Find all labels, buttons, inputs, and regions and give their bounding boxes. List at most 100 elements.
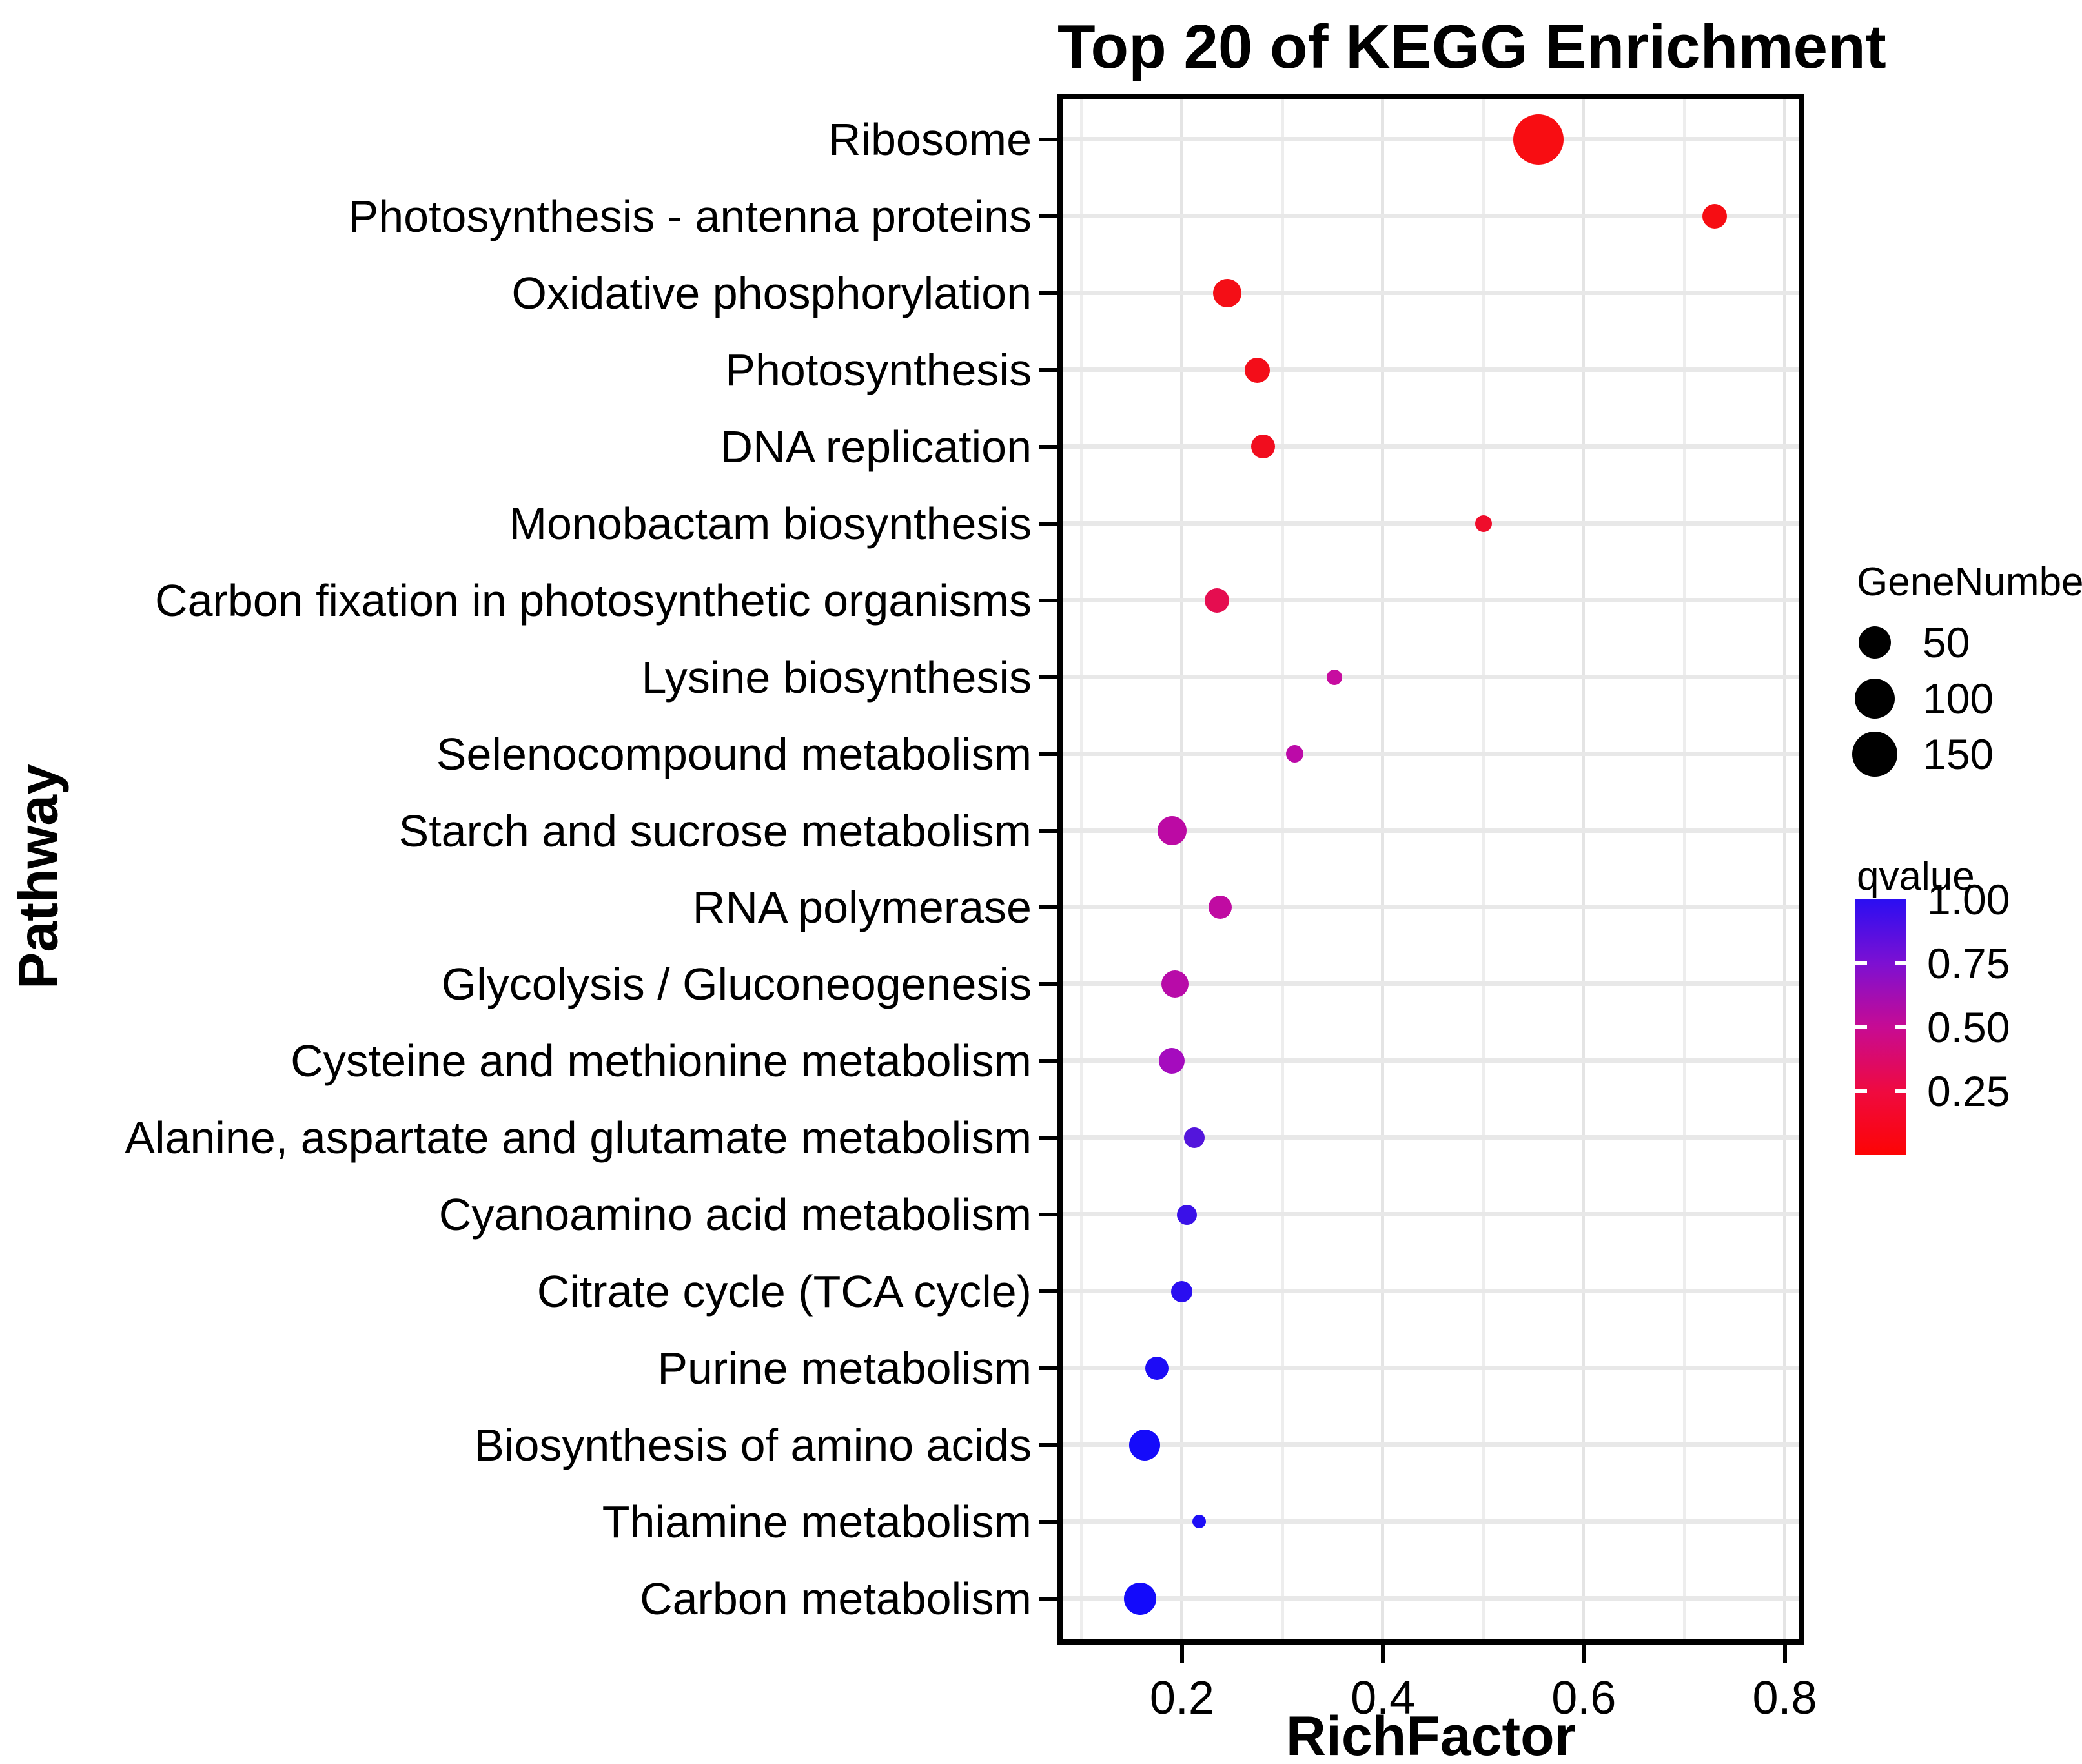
y-axis-title: Pathway [7, 764, 70, 989]
row-gridline [1063, 291, 1799, 296]
colorbar-tick [1895, 1089, 1906, 1093]
y-axis-tick [1039, 1519, 1057, 1524]
legend-color-value: 0.25 [1927, 1067, 2010, 1115]
data-point [1183, 1127, 1205, 1149]
y-axis-tick [1039, 291, 1057, 296]
x-gridline-minor [1682, 99, 1686, 1639]
data-point [1171, 1280, 1193, 1302]
y-axis-label: Lysine biosynthesis [641, 651, 1032, 703]
y-axis-tick [1039, 368, 1057, 373]
y-axis-tick [1039, 982, 1057, 987]
row-gridline [1063, 1212, 1799, 1217]
legend-size-value: 100 [1923, 675, 1994, 723]
legend-color-value: 0.50 [1927, 1003, 2010, 1051]
y-axis-label: Ribosome [828, 114, 1032, 165]
data-point [1145, 1356, 1169, 1380]
row-gridline [1063, 367, 1799, 373]
y-axis-tick [1039, 828, 1057, 833]
data-point [1159, 1048, 1185, 1074]
row-gridline [1063, 137, 1799, 142]
legend-size-circle [1855, 679, 1895, 719]
y-axis-label: Starch and sucrose metabolism [398, 805, 1032, 856]
y-axis-label: Selenocompound metabolism [436, 728, 1032, 779]
y-axis-label: Glycolysis / Gluconeogenesis [441, 959, 1032, 1010]
x-gridline-major [1381, 99, 1385, 1639]
row-gridline [1063, 1519, 1799, 1524]
x-axis-tick-label: 0.2 [1149, 1672, 1214, 1724]
x-gridline-major [1782, 99, 1786, 1639]
y-axis-label: RNA polymerase [692, 882, 1032, 933]
y-axis-label: Thiamine metabolism [602, 1496, 1032, 1547]
legend-color-value: 0.75 [1927, 939, 2010, 987]
x-axis-title: RichFactor [1285, 1705, 1577, 1764]
data-point [1327, 669, 1343, 685]
row-gridline [1063, 905, 1799, 910]
row-gridline [1063, 1289, 1799, 1293]
legend-size-value: 150 [1923, 730, 1994, 778]
legend-size-circle [1859, 626, 1891, 659]
colorbar-tick [1855, 1089, 1867, 1093]
data-point [1129, 1429, 1161, 1461]
row-gridline [1063, 751, 1799, 756]
data-point [1209, 896, 1232, 919]
plot-panel [1057, 94, 1804, 1645]
row-gridline [1063, 674, 1799, 679]
x-axis-tick-label: 0.6 [1551, 1672, 1617, 1724]
legend-size-value: 50 [1923, 619, 1970, 666]
x-axis-tick [1782, 1645, 1787, 1663]
data-point [1177, 1204, 1198, 1225]
data-point [1212, 279, 1241, 308]
y-axis-tick [1039, 1596, 1057, 1601]
y-axis-label: Alanine, aspartate and glutamate metabol… [125, 1113, 1032, 1164]
data-point [1205, 588, 1230, 613]
y-axis-tick [1039, 1136, 1057, 1140]
x-gridline-minor [1080, 99, 1083, 1639]
y-axis-tick [1039, 752, 1057, 756]
y-axis-tick [1039, 905, 1057, 910]
x-axis-tick-label: 0.8 [1752, 1672, 1817, 1724]
x-axis-tick [1381, 1645, 1385, 1663]
y-axis-tick [1039, 138, 1057, 142]
x-axis-tick-label: 0.4 [1351, 1672, 1416, 1724]
y-axis-label: Cysteine and methionine metabolism [291, 1036, 1032, 1087]
data-point [1251, 435, 1276, 459]
row-gridline [1063, 1058, 1799, 1063]
x-gridline-major [1179, 99, 1183, 1639]
y-axis-label: DNA replication [720, 421, 1032, 472]
legend-size-circle [1852, 732, 1897, 777]
y-axis-tick [1039, 598, 1057, 602]
legend-color-title: qvalue [1857, 854, 1975, 899]
row-gridline [1063, 1442, 1799, 1447]
x-axis-tick [1582, 1645, 1586, 1663]
y-axis-tick [1039, 675, 1057, 679]
y-axis-label: Citrate cycle (TCA cycle) [536, 1266, 1032, 1317]
x-gridline-minor [1281, 99, 1284, 1639]
row-gridline [1063, 520, 1799, 526]
x-gridline-major [1582, 99, 1586, 1639]
data-point [1123, 1582, 1156, 1615]
y-axis-tick [1039, 1059, 1057, 1063]
row-gridline [1063, 597, 1799, 602]
y-axis-tick [1039, 1366, 1057, 1370]
data-point [1475, 515, 1492, 532]
legend-color-value: 1.00 [1927, 876, 2010, 923]
row-gridline [1063, 981, 1799, 987]
colorbar-tick [1855, 1025, 1867, 1029]
x-axis-tick [1179, 1645, 1184, 1663]
colorbar-tick [1855, 961, 1867, 965]
y-axis-label: Carbon fixation in photosynthetic organi… [155, 575, 1032, 626]
row-gridline [1063, 1135, 1799, 1140]
y-axis-label: Biosynthesis of amino acids [474, 1419, 1032, 1470]
chart-title: Top 20 of KEGG Enrichment [1057, 12, 1886, 81]
row-gridline [1063, 444, 1799, 449]
data-point [1285, 745, 1303, 763]
y-axis-label: Monobactam biosynthesis [509, 498, 1032, 549]
y-axis-tick [1039, 1213, 1057, 1217]
data-point [1702, 204, 1727, 229]
data-point [1192, 1515, 1206, 1529]
data-point [1157, 816, 1187, 846]
y-axis-tick [1039, 521, 1057, 526]
x-gridline-minor [1482, 99, 1485, 1639]
colorbar-tick [1895, 961, 1906, 965]
